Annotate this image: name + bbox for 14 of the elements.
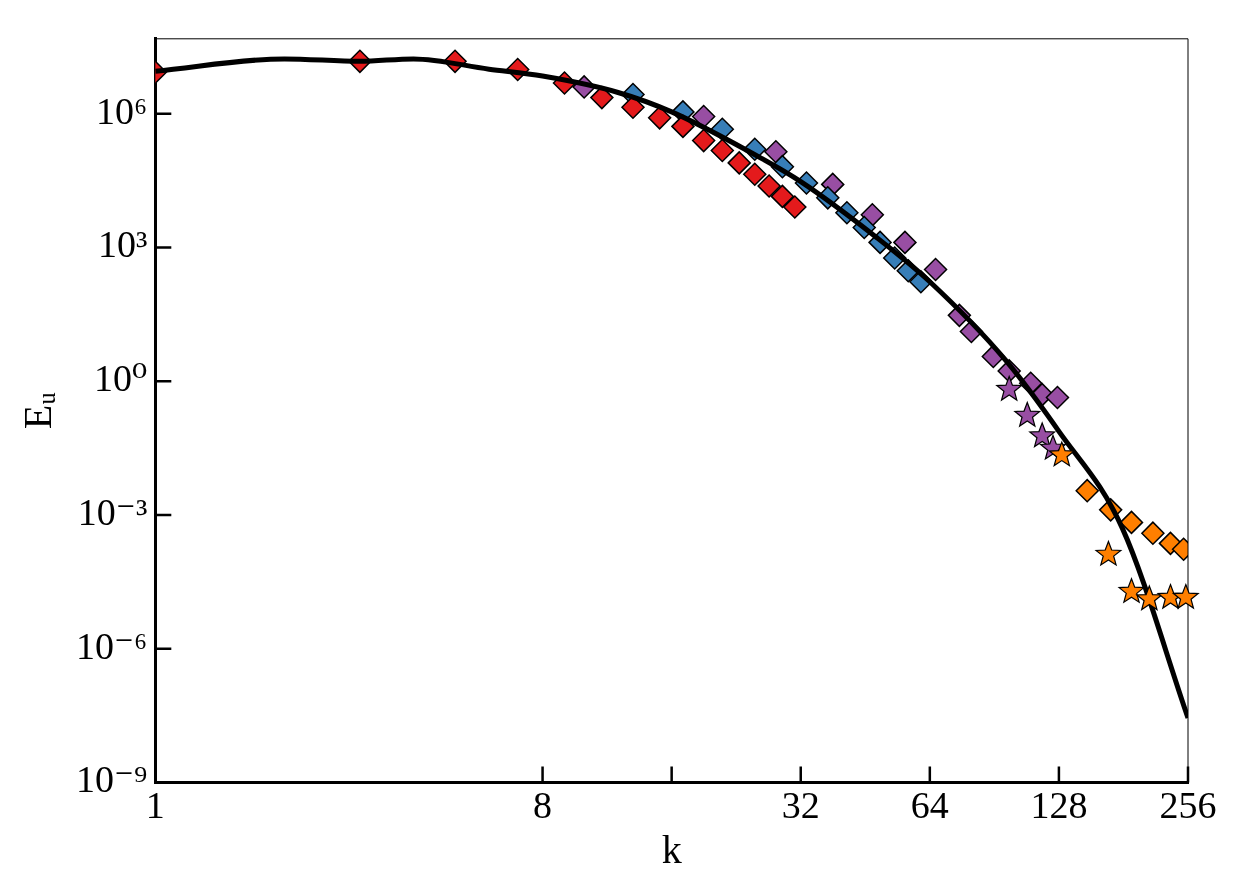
- y-tick-label: 10⁻³: [77, 490, 148, 533]
- y-tick-label: 10⁰: [94, 357, 148, 400]
- x-tick-label: 128: [1030, 784, 1088, 827]
- x-axis-title: k: [661, 826, 682, 872]
- x-tick-label: 32: [781, 784, 820, 827]
- x-tick-label: 1: [145, 784, 165, 827]
- x-tick-label: 8: [533, 784, 553, 827]
- y-axis-title: Eᵤ: [14, 391, 60, 430]
- x-tick-label: 256: [1159, 784, 1217, 827]
- x-tick-label: 64: [910, 784, 949, 827]
- y-tick-label: 10⁶: [96, 89, 148, 132]
- y-tick-label: 10³: [97, 223, 148, 266]
- y-tick-label: 10⁻⁶: [75, 624, 148, 667]
- y-tick-label: 10⁻⁹: [75, 758, 148, 801]
